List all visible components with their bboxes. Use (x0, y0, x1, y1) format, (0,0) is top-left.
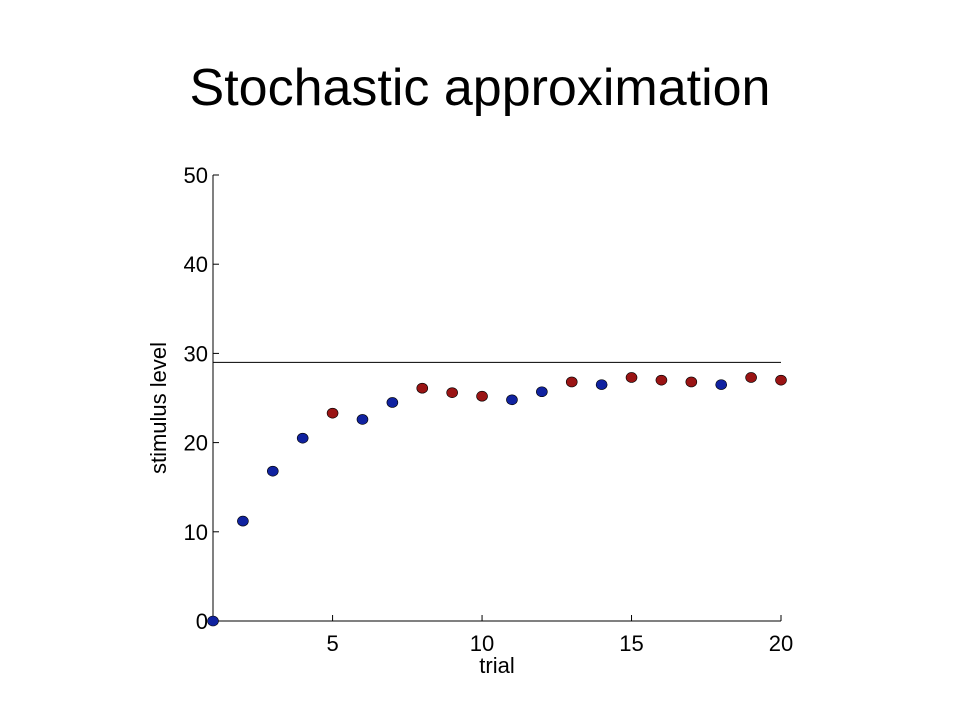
data-point-blue (506, 394, 518, 406)
y-axis-title: stimulus level (146, 342, 171, 474)
data-points (207, 372, 787, 627)
data-point-red (416, 382, 429, 394)
data-point-red (326, 407, 339, 419)
data-point-blue (595, 379, 608, 390)
y-tick-label: 0 (196, 609, 208, 634)
y-tick-label: 30 (184, 341, 208, 366)
slide-title: Stochastic approximation (189, 59, 771, 117)
data-point-red (655, 374, 668, 386)
y-tick-label: 20 (184, 431, 208, 456)
data-point-red (685, 376, 698, 388)
x-tick-label: 10 (470, 631, 494, 656)
x-tick-label: 20 (769, 631, 793, 656)
data-point-blue (296, 432, 309, 444)
y-tick-label: 10 (184, 520, 208, 545)
data-point-blue (207, 615, 219, 627)
data-point-blue (715, 379, 728, 390)
data-point-red (625, 372, 638, 383)
data-point-blue (536, 386, 548, 398)
data-point-blue (356, 414, 369, 425)
x-axis-title: trial (479, 653, 514, 678)
x-tick-label: 5 (326, 631, 338, 656)
data-point-red (446, 387, 458, 398)
x-tick-label: 15 (619, 631, 643, 656)
data-point-blue (266, 465, 279, 477)
data-point-red (476, 390, 488, 402)
data-point-blue (386, 397, 399, 408)
y-tick-label: 40 (184, 252, 208, 277)
data-point-red (775, 374, 787, 386)
data-point-blue (237, 515, 249, 527)
data-point-red (745, 372, 757, 383)
axes: 0 10 20 30 40 50 5 10 15 20 (184, 163, 794, 656)
data-point-red (565, 376, 578, 388)
y-tick-label: 50 (184, 163, 208, 188)
